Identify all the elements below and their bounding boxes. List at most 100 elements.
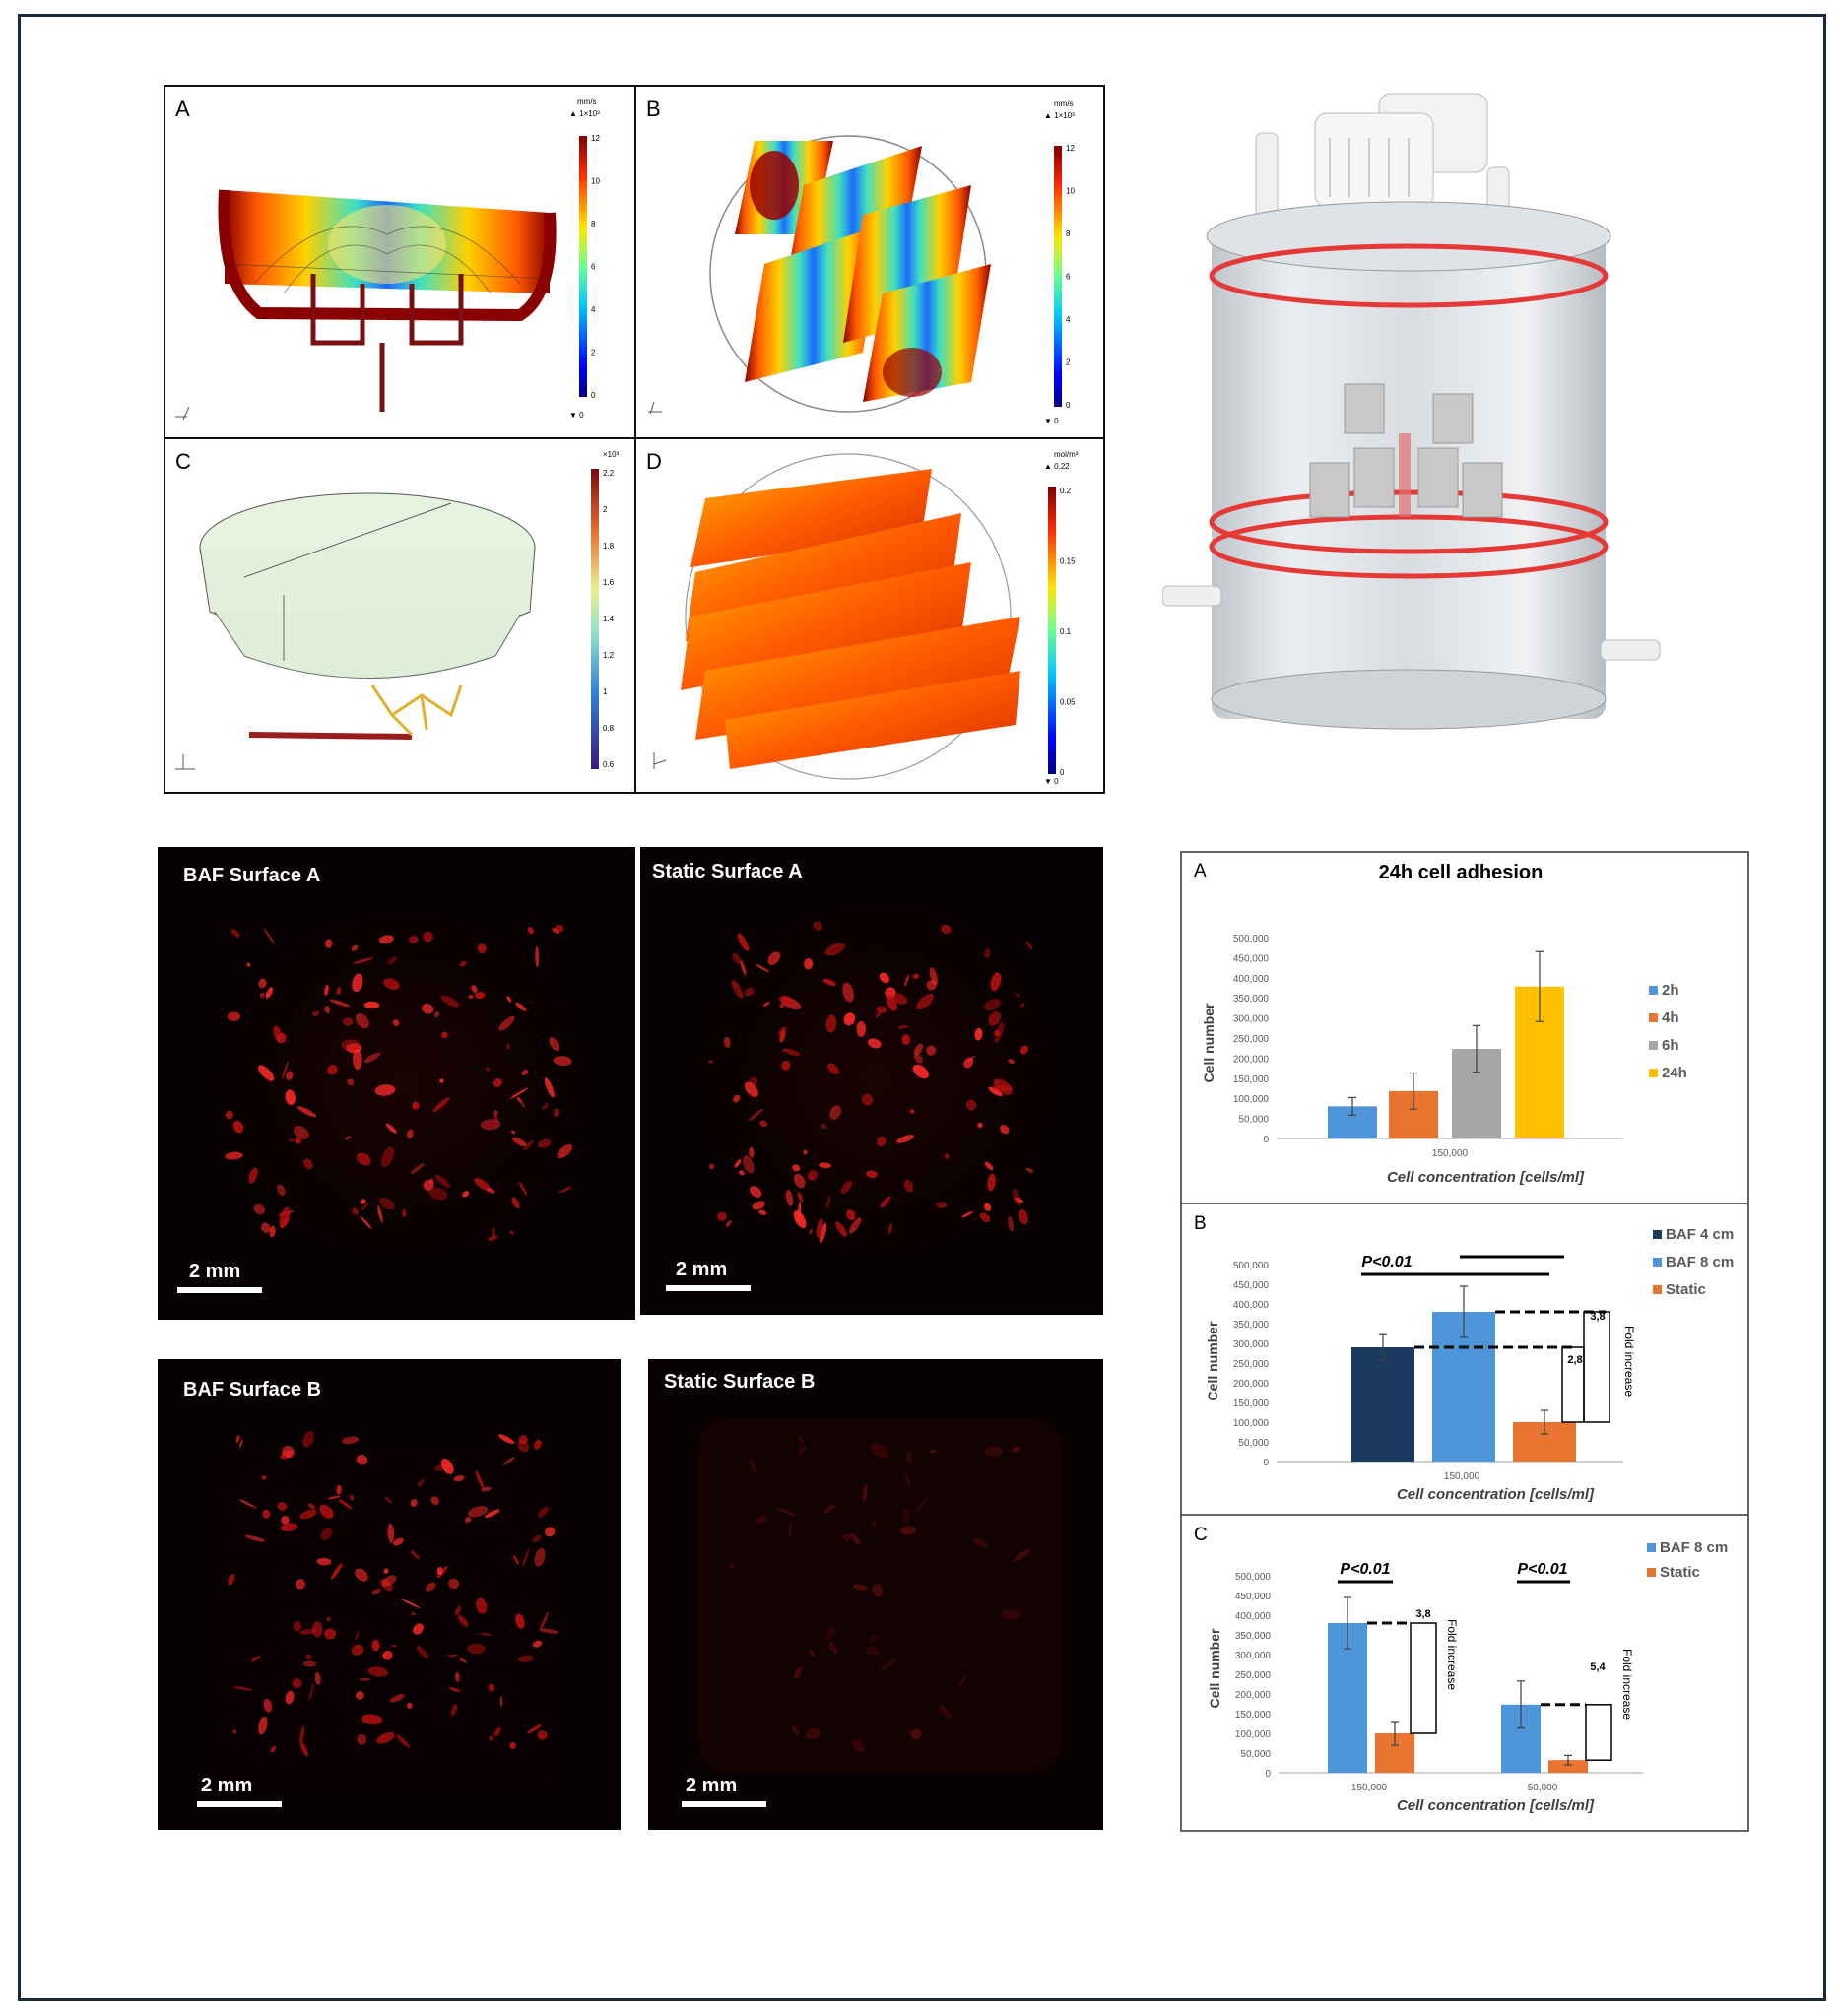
y-tick-label: 350,000 [1233, 1320, 1270, 1331]
colorbar-tick: 1.4 [603, 615, 615, 623]
y-tick-label: 50,000 [1240, 1749, 1271, 1760]
y-tick-label: 500,000 [1235, 1572, 1272, 1583]
chart-c-significance-1: P<0.01 [1340, 1561, 1390, 1578]
legend-swatch [1649, 1041, 1658, 1050]
colorbar-tick: 0.2 [1060, 487, 1072, 495]
legend-label: BAF 8 cm [1666, 1254, 1734, 1270]
colorbar-tick: 4 [591, 305, 596, 314]
fold-bracket [1561, 1346, 1585, 1423]
y-tick-label: 450,000 [1233, 1280, 1270, 1291]
micro-title: Static Surface B [664, 1371, 816, 1393]
chart-c-fold-5-4: 5,4 [1590, 1661, 1606, 1673]
micro-title: Static Surface A [652, 861, 803, 882]
chart-c-fold-3-8: 3,8 [1415, 1608, 1430, 1620]
y-tick-label: 0 [1263, 1458, 1269, 1468]
colorbar-tick: 2 [591, 349, 596, 358]
x-tick-label: 150,000 [1351, 1783, 1388, 1793]
colorbar-tick: 8 [591, 220, 596, 228]
velocity-slices [735, 141, 991, 402]
y-tick-label: 250,000 [1233, 1359, 1270, 1370]
scaffolds [1309, 383, 1503, 518]
simulation-panel-a: A mm/s ▲ 1×10³ 12 10 8 6 4 2 0 ▼ 0 [164, 85, 636, 439]
y-tick-label: 450,000 [1235, 1592, 1272, 1602]
colorbar-a [579, 136, 587, 397]
fold-bracket [1410, 1622, 1437, 1734]
chart-c-xlabel: Cell concentration [cells/ml] [1397, 1797, 1595, 1814]
colorbar-min: ▼ 0 [1044, 417, 1059, 425]
scale-bar: 2 mm [197, 1775, 282, 1807]
chart-a-xlabel: Cell concentration [cells/ml] [1387, 1169, 1585, 1186]
colorbar-tick: 0 [1060, 768, 1065, 777]
y-tick-label: 500,000 [1233, 1261, 1270, 1271]
colorbar-tick: 2 [1066, 358, 1071, 367]
chart-a-letter: A [1194, 861, 1207, 881]
y-tick-label: 400,000 [1235, 1611, 1272, 1622]
micro-baf-surface-a: BAF Surface A 2 mm [158, 847, 635, 1320]
colorbar-tick: 0.15 [1060, 557, 1076, 566]
chart-c-fold-label-2: Fold increase [1620, 1649, 1634, 1720]
colorbar-tick: 0.1 [1060, 627, 1072, 636]
colorbar-tick: 1.8 [603, 542, 615, 551]
y-tick-label: 100,000 [1233, 1418, 1270, 1429]
bar-baf-4-cm [1351, 1347, 1414, 1462]
bar-static [1548, 1760, 1588, 1773]
simulation-panel-b: B mm/s ▲ 1×10³ 12 10 8 6 4 2 0 ▼ 0 [634, 85, 1105, 439]
colorbar-tick: 0 [1066, 401, 1071, 410]
chart-a-title: 24h cell adhesion [1379, 862, 1544, 883]
legend-label: 24h [1662, 1065, 1687, 1081]
y-tick-label: 350,000 [1235, 1631, 1272, 1642]
micro-baf-surface-b: BAF Surface B 2 mm [158, 1359, 621, 1830]
scale-label: 2 mm [676, 1259, 728, 1280]
scale-label: 2 mm [686, 1775, 738, 1796]
concentration-slices [681, 469, 1020, 769]
y-tick-label: 100,000 [1233, 1094, 1270, 1105]
legend-label: BAF 8 cm [1660, 1539, 1728, 1556]
x-tick-label: 50,000 [1528, 1783, 1558, 1793]
adhesion-charts: A 24h cell adhesion Cell number Cell con… [1180, 851, 1749, 1832]
inlet-tube [248, 732, 413, 740]
legend-swatch [1653, 1258, 1662, 1267]
colorbar-max: ▲ 1×10³ [1044, 111, 1075, 120]
colorbar-tick: 6 [591, 263, 596, 272]
side-port-right [1600, 639, 1661, 661]
y-tick-label: 0 [1263, 1135, 1269, 1145]
micro-title: BAF Surface B [183, 1379, 322, 1400]
colorbar-tick: 1 [603, 687, 608, 696]
legend-swatch [1649, 1013, 1658, 1022]
chart-b-fold-2-8: 2,8 [1567, 1354, 1582, 1366]
simulation-panel-c: C ×10³ 2.2 2 1.8 1.6 1.4 1.2 1 0.8 0.6 [164, 437, 636, 794]
colorbar-tick: 8 [1066, 229, 1071, 238]
chart-b-xlabel: Cell concentration [cells/ml] [1397, 1486, 1595, 1503]
chart-b-letter: B [1194, 1213, 1207, 1234]
y-tick-label: 200,000 [1233, 1379, 1270, 1390]
impeller [370, 684, 463, 737]
y-tick-label: 100,000 [1235, 1729, 1272, 1740]
x-tick-label: 150,000 [1432, 1148, 1469, 1159]
y-tick-label: 200,000 [1235, 1690, 1272, 1701]
y-tick-label: 250,000 [1233, 1034, 1270, 1045]
y-tick-label: 50,000 [1238, 1438, 1269, 1449]
y-tick-label: 150,000 [1233, 1398, 1270, 1409]
colorbar-tick: 0.05 [1060, 698, 1076, 707]
legend-swatch [1653, 1285, 1662, 1294]
legend-label: Static [1666, 1281, 1706, 1298]
y-tick-label: 50,000 [1238, 1115, 1269, 1126]
chart-c-ylabel: Cell number [1207, 1628, 1222, 1708]
panel-letter: B [646, 97, 661, 121]
fold-bracket [1585, 1704, 1612, 1761]
seal-ring-top [1209, 243, 1609, 308]
colorbar-max: ×10³ [603, 450, 620, 459]
colorbar-tick: 10 [591, 177, 600, 186]
colorbar-tick: 4 [1066, 315, 1071, 324]
vessel-lid [1206, 201, 1611, 272]
impeller-tubes [310, 274, 464, 412]
figure-frame [18, 14, 1826, 2001]
y-tick-label: 150,000 [1233, 1074, 1270, 1085]
colorbar-tick: 2 [603, 505, 608, 514]
simulation-panel-d: D mol/m³ ▲ 0.22 0.2 0.15 0.1 0.05 0 ▼ 0 [634, 437, 1105, 794]
legend-swatch [1647, 1568, 1656, 1577]
impeller-shaft [1399, 433, 1411, 517]
chart-b-significance: P<0.01 [1361, 1254, 1412, 1270]
colorbar-max: ▲ 0.22 [1044, 462, 1070, 471]
chart-c-significance-2: P<0.01 [1517, 1561, 1567, 1578]
